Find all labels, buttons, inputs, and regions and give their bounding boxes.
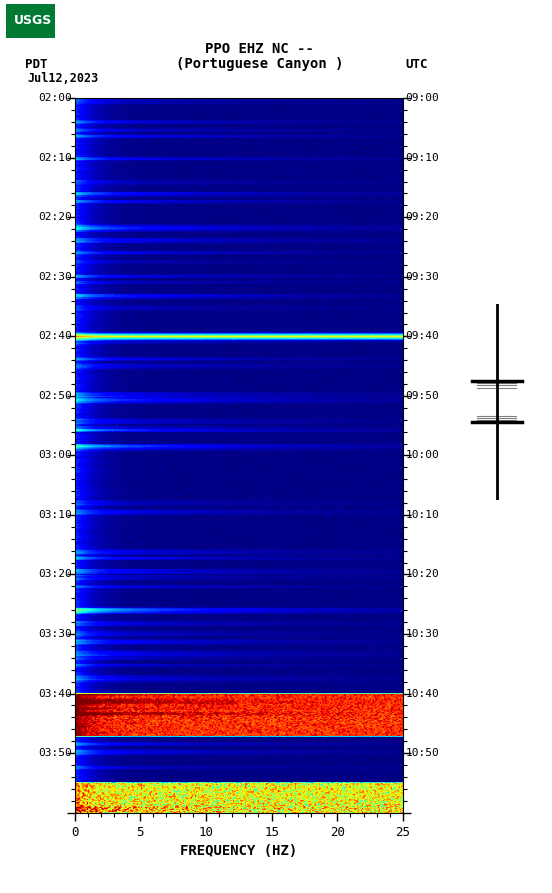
Text: 10:40: 10:40	[406, 689, 439, 698]
Text: PPO EHZ NC --: PPO EHZ NC --	[205, 42, 314, 56]
Text: 09:50: 09:50	[406, 391, 439, 401]
Text: 02:30: 02:30	[38, 271, 72, 282]
Text: 09:00: 09:00	[406, 93, 439, 104]
Text: 03:30: 03:30	[38, 629, 72, 639]
Text: 03:50: 03:50	[38, 748, 72, 758]
Text: (Portuguese Canyon ): (Portuguese Canyon )	[176, 57, 343, 71]
Text: USGS: USGS	[14, 14, 52, 27]
Text: 09:40: 09:40	[406, 331, 439, 341]
Text: 03:20: 03:20	[38, 570, 72, 580]
X-axis label: FREQUENCY (HZ): FREQUENCY (HZ)	[180, 845, 298, 858]
Text: 10:20: 10:20	[406, 570, 439, 580]
Text: 10:00: 10:00	[406, 450, 439, 461]
Text: 10:10: 10:10	[406, 510, 439, 520]
Text: 02:10: 02:10	[38, 153, 72, 163]
Text: 02:40: 02:40	[38, 331, 72, 341]
Text: 09:30: 09:30	[406, 271, 439, 282]
Text: 03:00: 03:00	[38, 450, 72, 461]
Text: PDT: PDT	[25, 58, 47, 71]
Text: 09:20: 09:20	[406, 213, 439, 222]
Text: 02:00: 02:00	[38, 93, 72, 104]
Text: 02:50: 02:50	[38, 391, 72, 401]
Text: 09:10: 09:10	[406, 153, 439, 163]
Text: 10:30: 10:30	[406, 629, 439, 639]
Text: 03:10: 03:10	[38, 510, 72, 520]
Text: 03:40: 03:40	[38, 689, 72, 698]
Text: Jul12,2023: Jul12,2023	[28, 72, 99, 85]
Text: 02:20: 02:20	[38, 213, 72, 222]
Text: 10:50: 10:50	[406, 748, 439, 758]
Text: UTC: UTC	[406, 58, 428, 71]
